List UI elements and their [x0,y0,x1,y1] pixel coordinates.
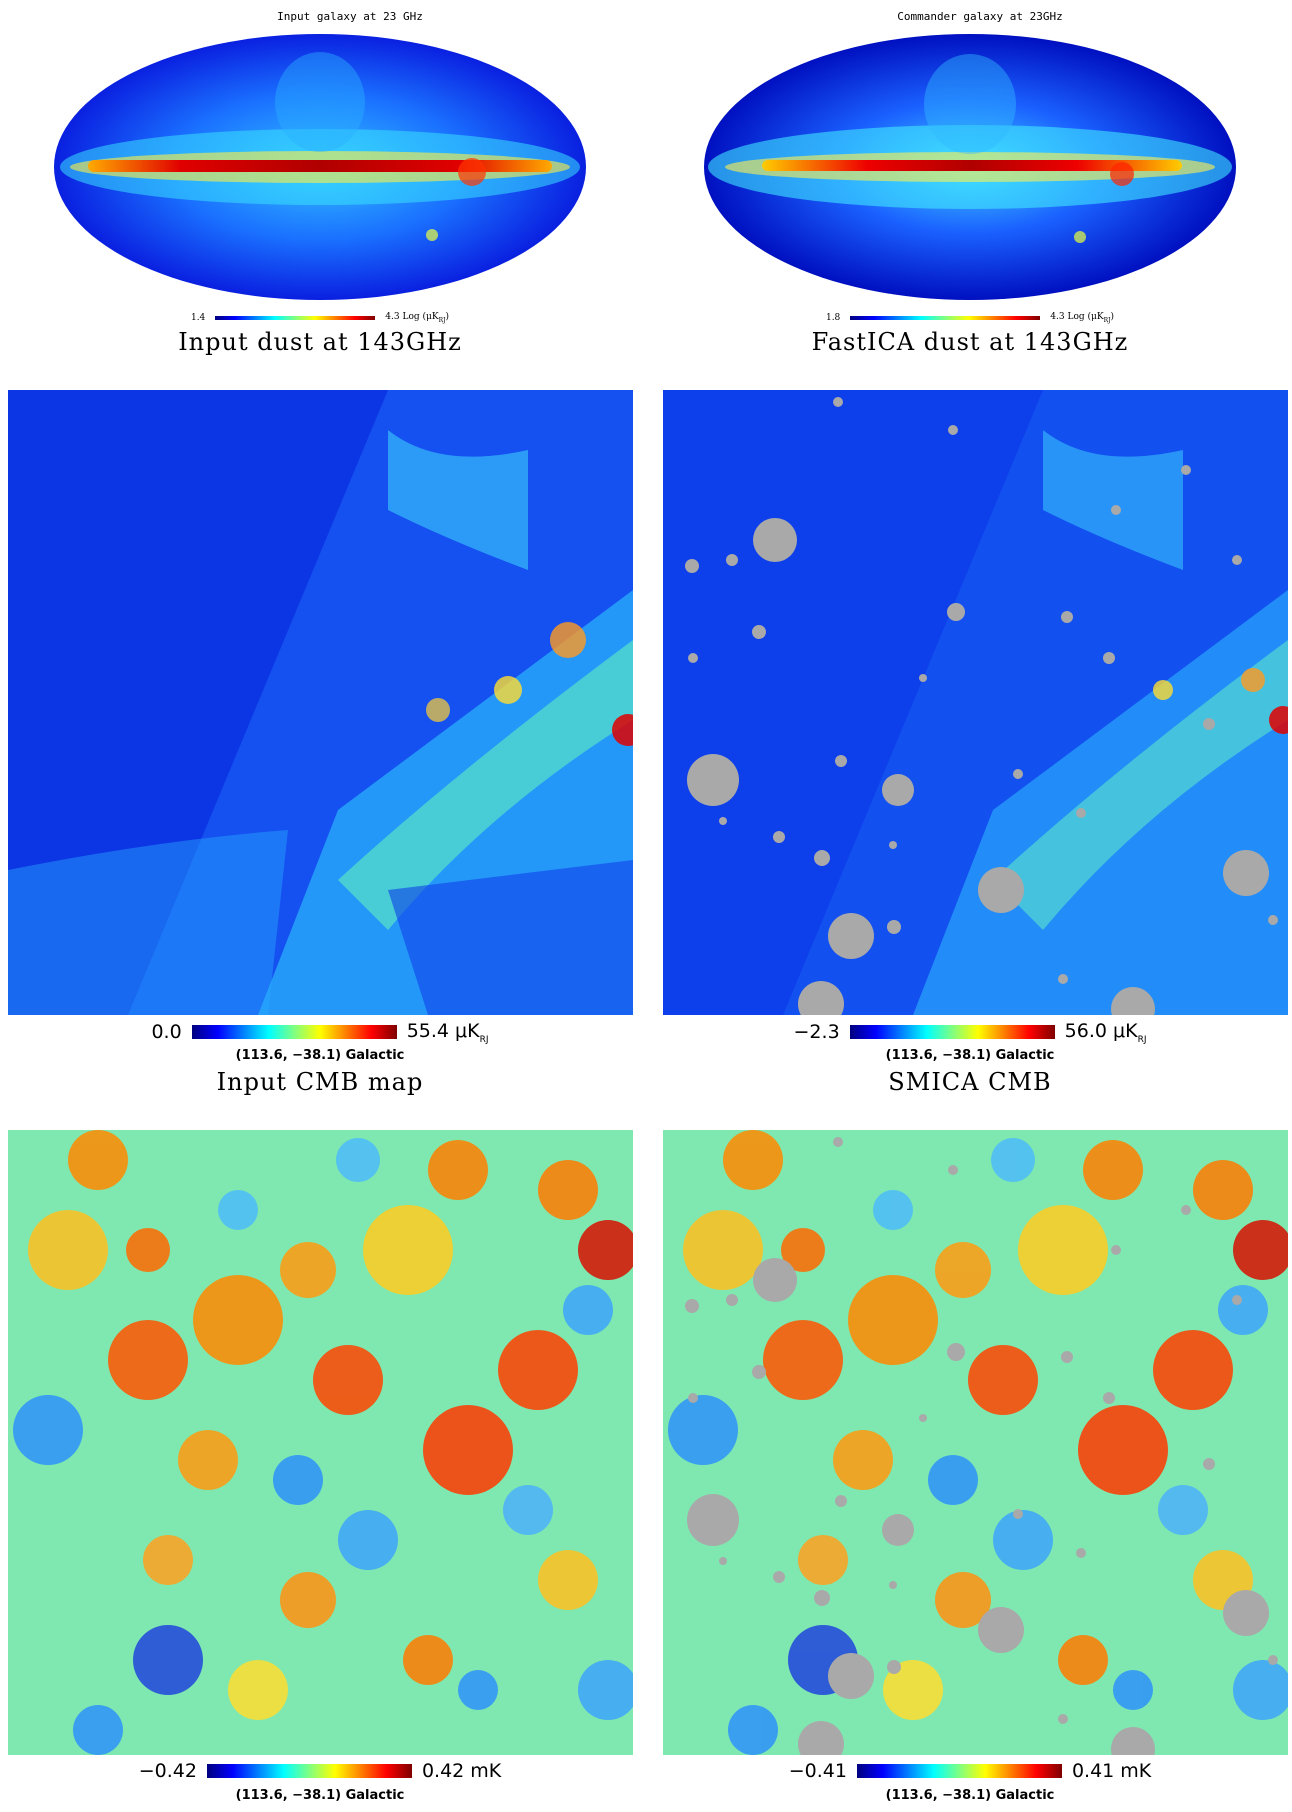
cbar-max-label: 56.0 μKRJ [1064,1020,1147,1045]
colorbar-gradient [206,1764,412,1778]
colorbar-gradient [856,1764,1062,1778]
colorbar-input-galaxy: 1.4 4.3 Log (μKRJ) [10,312,630,324]
coords-smica-cmb: (113.6, −38.1) Galactic [885,1788,1055,1803]
colorbar-gradient [191,1025,397,1040]
caption-input-dust: Input dust at 143GHz [178,328,462,356]
caption-fastica-dust: FastICA dust at 143GHz [811,328,1129,356]
cbar-min-label: 1.4 [190,312,206,323]
title-commander-galaxy: Commander galaxy at 23GHz [897,10,1063,23]
cbar-max-label: 4.3 Log (μKRJ) [385,312,450,324]
colorbar-smica-cmb: −0.41 0.41 mK [660,1760,1280,1782]
title-input-galaxy: Input galaxy at 23 GHz [277,10,423,23]
smica-cmb-map [663,1130,1288,1755]
cbar-min-label: −0.42 [138,1760,197,1782]
fastica-dust-map [663,390,1288,1015]
cbar-max-label: 0.41 mK [1071,1760,1152,1782]
input-dust-map [8,390,633,1015]
coords-input-dust: (113.6, −38.1) Galactic [235,1048,405,1063]
cbar-max-label: 4.3 Log (μKRJ) [1050,312,1115,324]
colorbar-input-dust: 0.0 55.4 μKRJ [10,1020,630,1045]
coords-fastica-dust: (113.6, −38.1) Galactic [885,1048,1055,1063]
commander-galaxy-mollweide [704,34,1236,300]
cbar-min-label: 0.0 [151,1021,182,1044]
colorbar-gradient [849,1025,1055,1040]
cbar-max-label: 55.4 μKRJ [406,1020,489,1045]
colorbar-gradient [215,315,376,320]
colorbar-commander-galaxy: 1.8 4.3 Log (μKRJ) [660,312,1280,324]
coords-input-cmb: (113.6, −38.1) Galactic [235,1788,405,1803]
cbar-min-label: −2.3 [793,1021,840,1044]
colorbar-fastica-dust: −2.3 56.0 μKRJ [660,1020,1280,1045]
colorbar-input-cmb: −0.42 0.42 mK [10,1760,630,1782]
input-galaxy-mollweide [54,34,586,300]
cbar-min-label: 1.8 [825,312,841,323]
caption-input-cmb: Input CMB map [216,1068,424,1096]
caption-smica-cmb: SMICA CMB [888,1068,1052,1096]
colorbar-gradient [850,315,1041,320]
input-cmb-map [8,1130,633,1755]
cbar-max-label: 0.42 mK [421,1760,502,1782]
cbar-min-label: −0.41 [788,1760,847,1782]
